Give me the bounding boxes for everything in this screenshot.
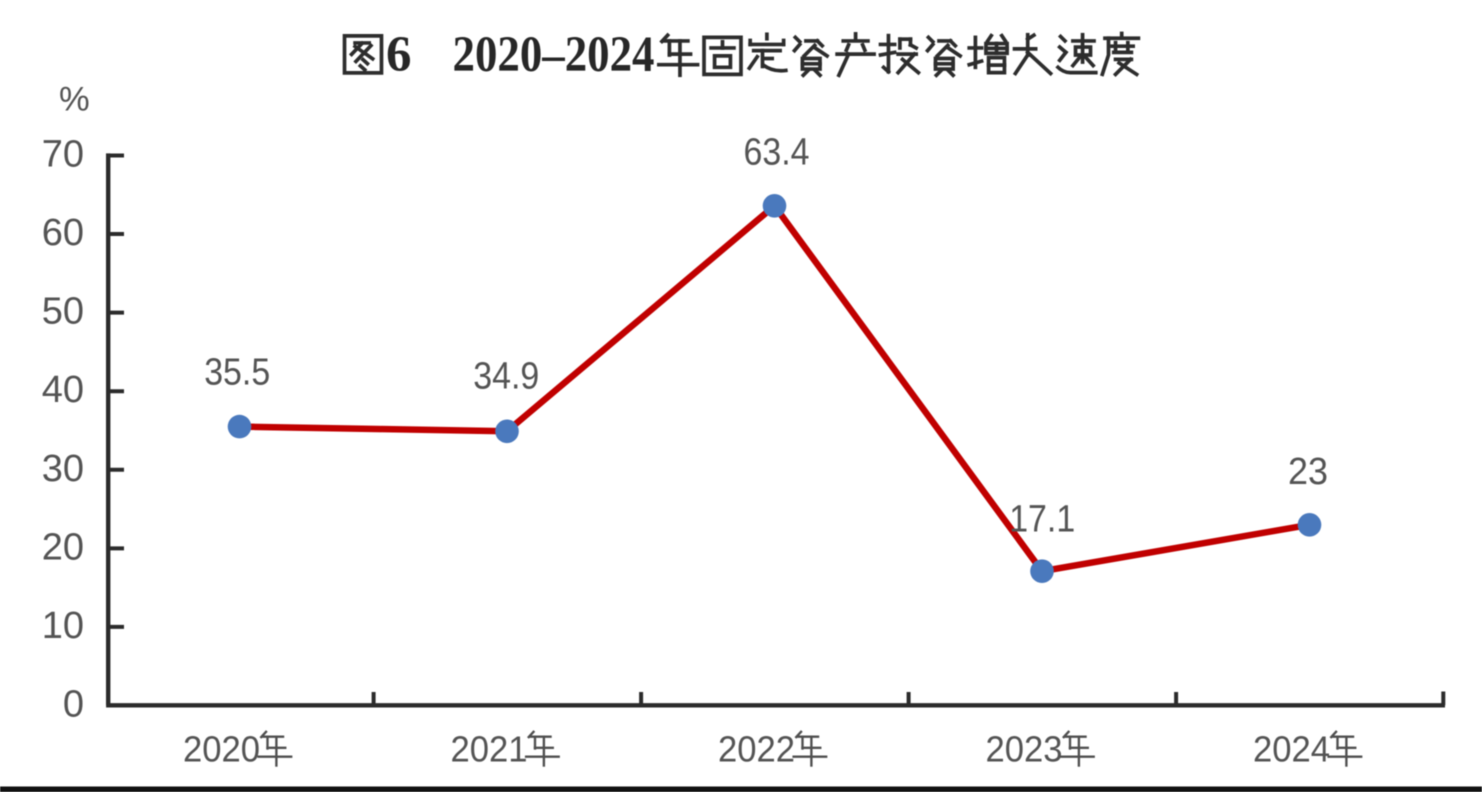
svg-text:10: 10 xyxy=(42,605,84,647)
svg-text:70: 70 xyxy=(42,134,84,176)
svg-text:2020–2024: 2020–2024 xyxy=(453,27,655,83)
svg-text:34.9: 34.9 xyxy=(473,355,539,397)
svg-text:63.4: 63.4 xyxy=(744,131,810,173)
svg-text:35.5: 35.5 xyxy=(204,352,270,394)
svg-text:2023: 2023 xyxy=(986,729,1063,770)
svg-text:40: 40 xyxy=(42,369,84,411)
svg-text:17.1: 17.1 xyxy=(1009,498,1075,540)
svg-text:%: % xyxy=(59,81,90,119)
svg-text:20: 20 xyxy=(42,526,84,568)
svg-text:60: 60 xyxy=(42,212,84,254)
svg-text:2022: 2022 xyxy=(718,729,795,770)
svg-text:2020: 2020 xyxy=(183,729,260,770)
svg-text:23: 23 xyxy=(1288,451,1328,493)
svg-text:50: 50 xyxy=(42,291,84,333)
svg-text:6: 6 xyxy=(386,27,412,83)
svg-text:2021: 2021 xyxy=(451,729,528,770)
svg-text:30: 30 xyxy=(42,448,84,490)
svg-text:2024: 2024 xyxy=(1253,729,1330,770)
svg-text:0: 0 xyxy=(63,684,84,726)
